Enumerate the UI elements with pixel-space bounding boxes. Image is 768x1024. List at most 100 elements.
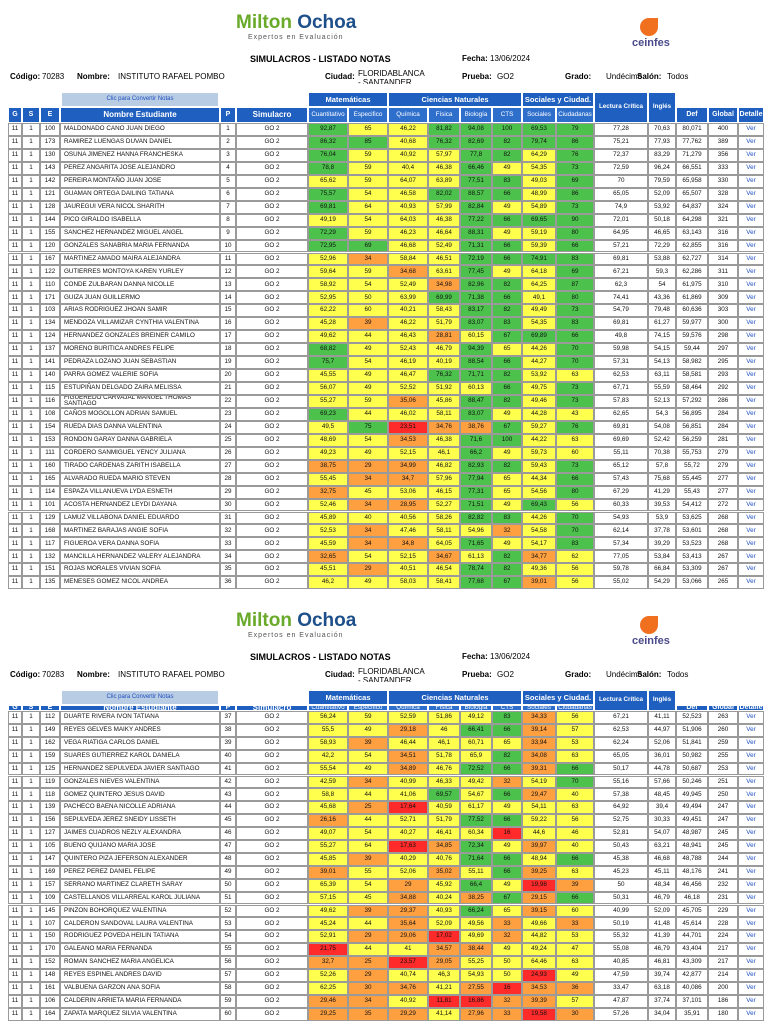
table-cell: 75	[348, 420, 388, 434]
detail-link[interactable]: Ver	[738, 291, 764, 305]
detail-link[interactable]: Ver	[738, 775, 764, 789]
table-cell: 77,68	[460, 576, 492, 590]
detail-link[interactable]: Ver	[738, 878, 764, 892]
detail-link[interactable]: Ver	[738, 420, 764, 434]
table-cell: 73	[556, 459, 594, 473]
student-name: FIGUEREDO CARVAJAL MANUEL THOMAS SANTIAG…	[60, 394, 220, 408]
table-cell: 44,701	[676, 930, 708, 944]
detail-link[interactable]: Ver	[738, 174, 764, 188]
detail-link[interactable]: Ver	[738, 239, 764, 253]
table-cell: 63	[556, 956, 594, 969]
detail-link[interactable]: Ver	[738, 827, 764, 840]
table-cell: 40,27	[388, 827, 428, 840]
detail-link[interactable]: Ver	[738, 330, 764, 344]
detail-link[interactable]: Ver	[738, 226, 764, 240]
detail-link[interactable]: Ver	[738, 369, 764, 382]
table-cell: 70	[556, 511, 594, 525]
detail-link[interactable]: Ver	[738, 762, 764, 776]
table-cell: 45,55	[308, 369, 348, 382]
table-cell: 67,21	[594, 711, 648, 724]
detail-link[interactable]: Ver	[738, 969, 764, 982]
table-cell: 11	[220, 252, 236, 266]
detail-link[interactable]: Ver	[738, 446, 764, 460]
detail-link[interactable]: Ver	[738, 407, 764, 421]
detail-link[interactable]: Ver	[738, 1007, 764, 1021]
detail-link[interactable]: Ver	[738, 356, 764, 370]
table-cell: 49,494	[676, 801, 708, 815]
table-cell: GO 2	[236, 537, 308, 551]
detail-link[interactable]: Ver	[738, 148, 764, 162]
detail-link[interactable]: Ver	[738, 317, 764, 331]
detail-link[interactable]: Ver	[738, 801, 764, 815]
table-cell: 29	[348, 930, 388, 944]
info-grado: Undécimo	[606, 72, 643, 81]
table-cell: 52	[220, 904, 236, 918]
info-salon: Todos	[667, 670, 689, 679]
detail-link[interactable]: Ver	[738, 736, 764, 750]
convert-button[interactable]: Clic para Convertir Notas	[62, 691, 218, 704]
detail-link[interactable]: Ver	[738, 930, 764, 944]
detail-link[interactable]: Ver	[738, 511, 764, 525]
table-cell: 66	[492, 252, 522, 266]
detail-link[interactable]: Ver	[738, 865, 764, 879]
table-cell: 11	[8, 891, 22, 905]
detail-link[interactable]: Ver	[738, 904, 764, 918]
detail-link[interactable]: Ver	[738, 278, 764, 292]
detail-link[interactable]: Ver	[738, 749, 764, 763]
detail-link[interactable]: Ver	[738, 524, 764, 538]
detail-link[interactable]: Ver	[738, 943, 764, 957]
detail-link[interactable]: Ver	[738, 788, 764, 802]
table-cell: 49,5	[308, 420, 348, 434]
detail-link[interactable]: Ver	[738, 498, 764, 512]
detail-link[interactable]: Ver	[738, 394, 764, 408]
detail-link[interactable]: Ver	[738, 840, 764, 853]
table-cell: GO 2	[236, 711, 308, 724]
detail-link[interactable]: Ver	[738, 252, 764, 266]
detail-link[interactable]: Ver	[738, 537, 764, 551]
detail-link[interactable]: Ver	[738, 550, 764, 564]
detail-link[interactable]: Ver	[738, 981, 764, 995]
table-cell: 66	[492, 356, 522, 370]
detail-link[interactable]: Ver	[738, 265, 764, 279]
table-cell: 63	[556, 749, 594, 763]
detail-link[interactable]: Ver	[738, 135, 764, 149]
detail-link[interactable]: Ver	[738, 433, 764, 447]
detail-link[interactable]: Ver	[738, 956, 764, 969]
detail-link[interactable]: Ver	[738, 485, 764, 499]
table-cell: 66,2	[460, 446, 492, 460]
table-cell: 52,13	[648, 394, 676, 408]
detail-link[interactable]: Ver	[738, 711, 764, 724]
detail-link[interactable]: Ver	[738, 472, 764, 486]
table-cell: 56	[556, 563, 594, 577]
detail-link[interactable]: Ver	[738, 891, 764, 905]
detail-link[interactable]: Ver	[738, 187, 764, 201]
detail-link[interactable]: Ver	[738, 213, 764, 227]
student-name: GUTIERRES MONTOYA KAREN YURLEY	[60, 265, 220, 279]
table-cell: 50,982	[676, 749, 708, 763]
detail-link[interactable]: Ver	[738, 723, 764, 737]
convert-button[interactable]: Clic para Convertir Notas	[62, 93, 218, 106]
detail-link[interactable]: Ver	[738, 200, 764, 214]
detail-link[interactable]: Ver	[738, 563, 764, 577]
detail-link[interactable]: Ver	[738, 917, 764, 931]
detail-link[interactable]: Ver	[738, 343, 764, 357]
table-cell: GO 2	[236, 814, 308, 828]
detail-link[interactable]: Ver	[738, 304, 764, 318]
table-cell: 1	[22, 135, 40, 149]
table-cell: GO 2	[236, 356, 308, 370]
column-header: S	[22, 107, 40, 123]
detail-link[interactable]: Ver	[738, 576, 764, 590]
student-name: PINZON BOHORQUEZ VALENTINA	[60, 904, 220, 918]
table-cell: 70	[556, 343, 594, 357]
table-cell: 1	[22, 369, 40, 382]
detail-link[interactable]: Ver	[738, 459, 764, 473]
detail-link[interactable]: Ver	[738, 382, 764, 395]
detail-link[interactable]: Ver	[738, 123, 764, 136]
detail-link[interactable]: Ver	[738, 994, 764, 1008]
detail-link[interactable]: Ver	[738, 852, 764, 866]
table-cell: 44,22	[522, 433, 556, 447]
detail-link[interactable]: Ver	[738, 814, 764, 828]
table-cell: 11	[8, 446, 22, 460]
table-cell: 156	[40, 814, 60, 828]
detail-link[interactable]: Ver	[738, 161, 764, 175]
